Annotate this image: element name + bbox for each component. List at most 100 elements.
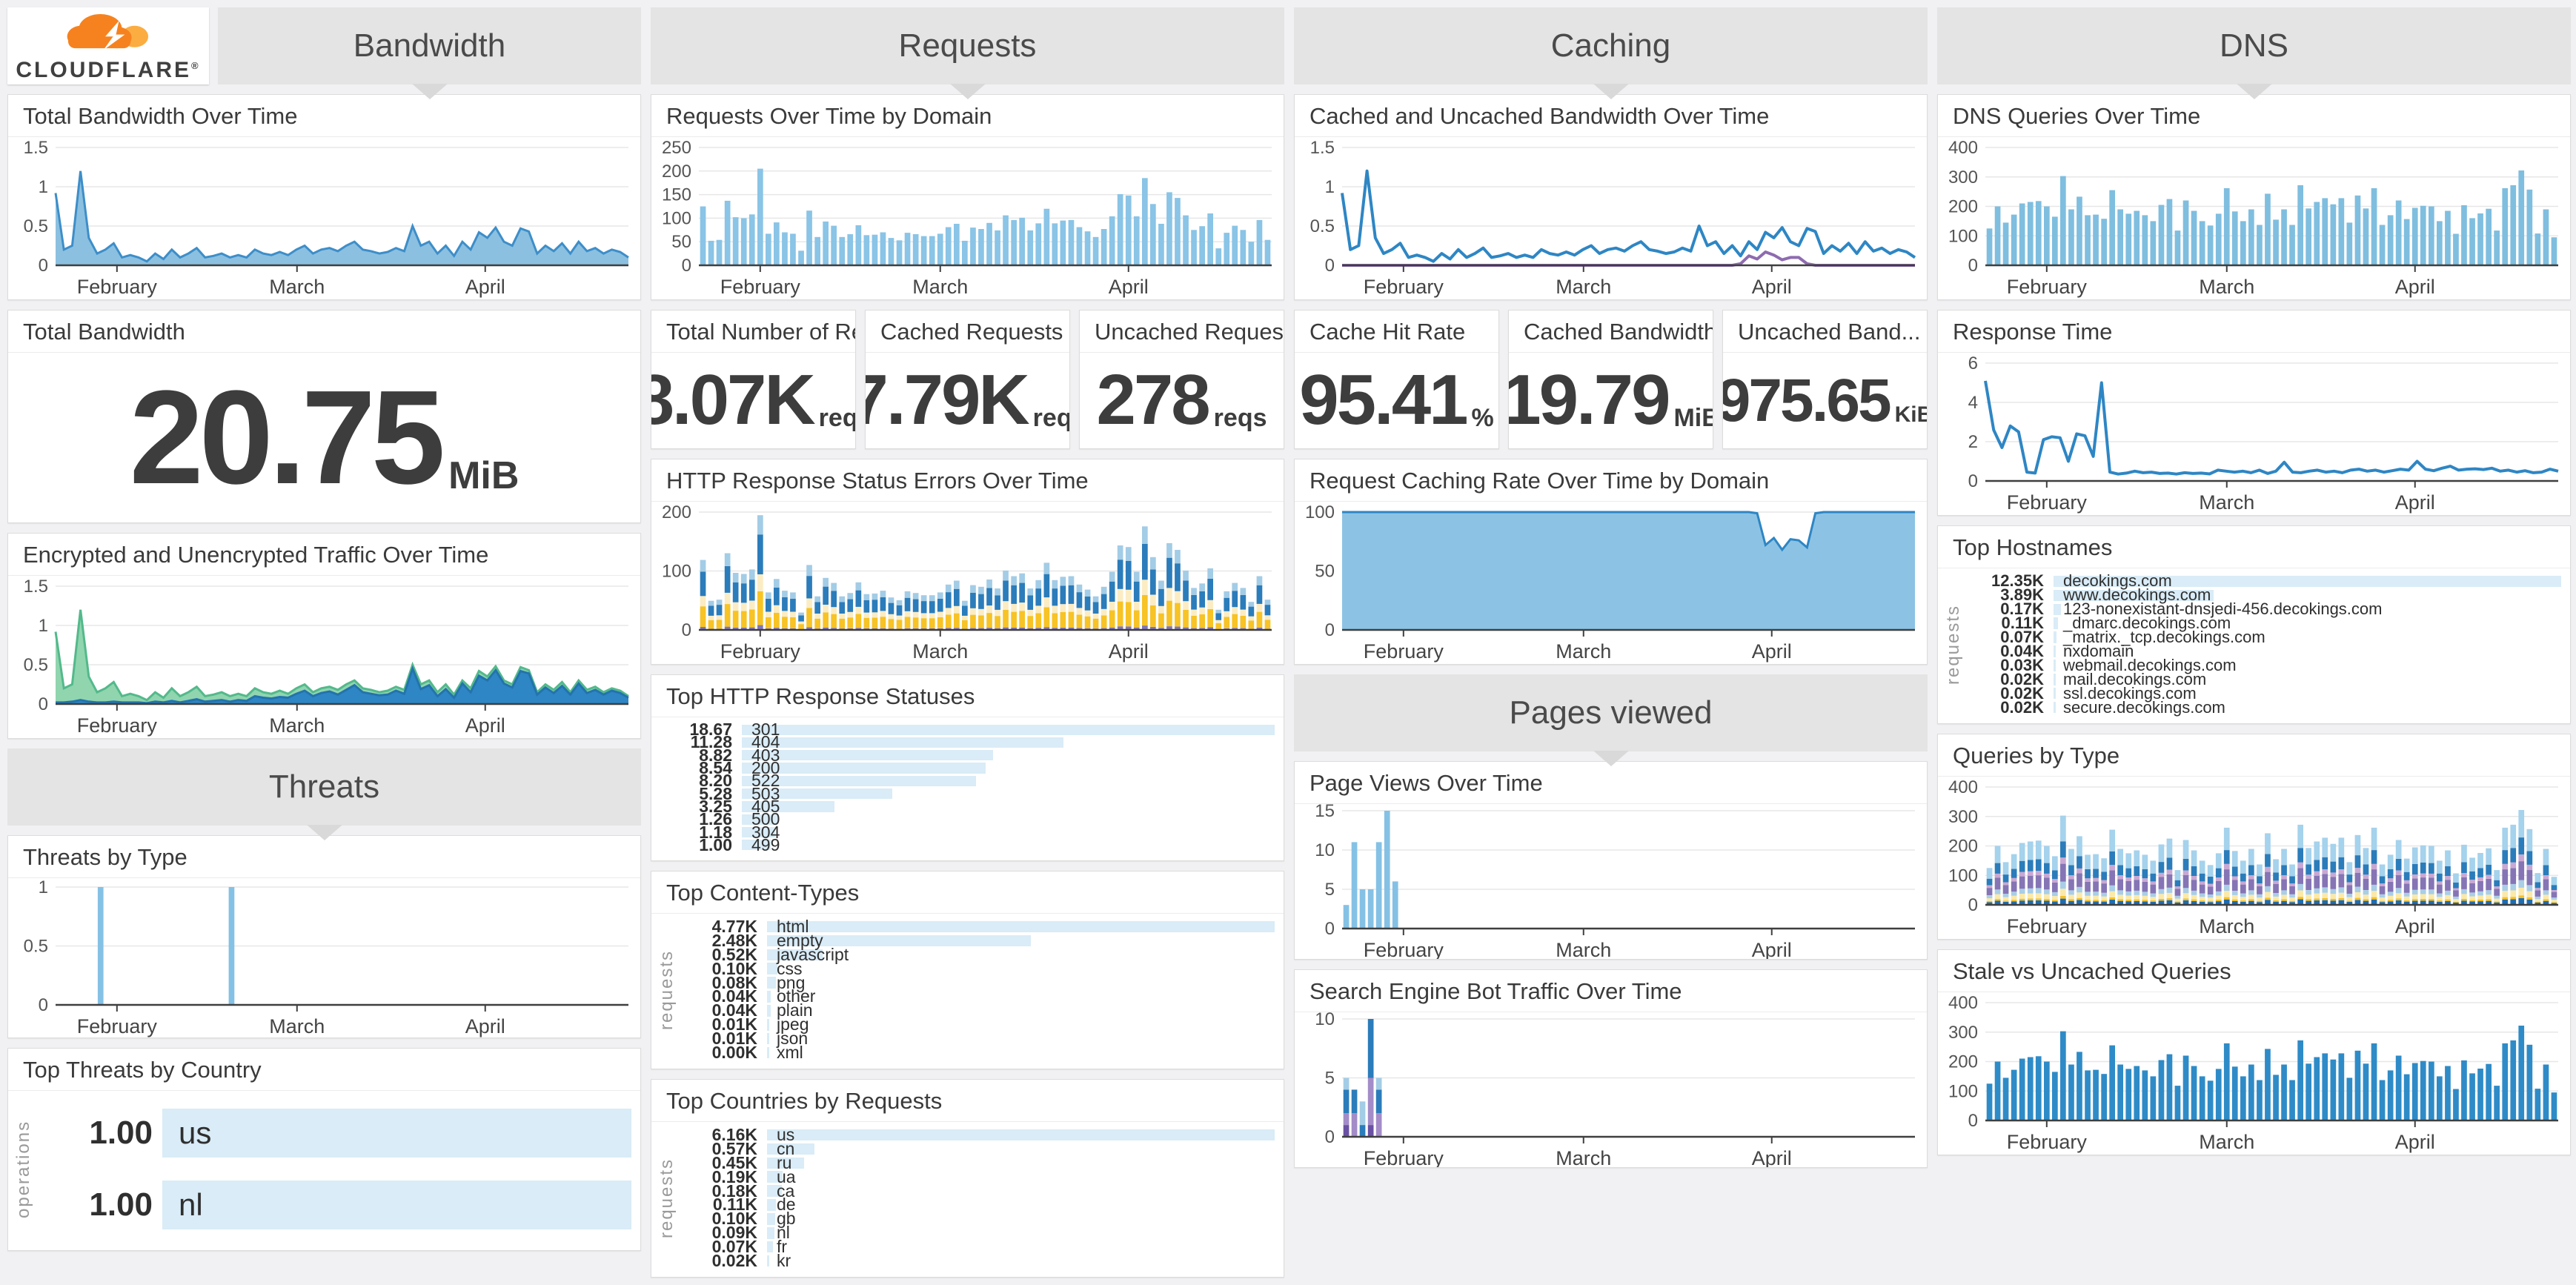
list-item[interactable]: 11.28 404 xyxy=(654,732,1275,751)
panel-title: Threats by Type xyxy=(8,836,640,878)
chart-requests-over-time[interactable]: 0 50 100 150 200 250 February March April xyxy=(651,137,1284,299)
list-item[interactable]: 0.52K javascript xyxy=(680,945,1275,964)
list-item-label: nl xyxy=(179,1187,203,1223)
list-item[interactable]: 0.01K jpeg xyxy=(680,1015,1275,1034)
column-caching: Caching Cached and Uncached Bandwidth Ov… xyxy=(1294,7,1928,1278)
list-item[interactable]: 0.03K webmail.decokings.com xyxy=(1966,656,2561,674)
list-item-label: html xyxy=(777,916,809,936)
section-header-dns: DNS xyxy=(1937,7,2571,99)
chart-dns-queries[interactable]: 0 100 200 300 400 February March April xyxy=(1938,137,2570,299)
panel-cached-uncached-bandwidth: Cached and Uncached Bandwidth Over Time … xyxy=(1294,94,1928,300)
list-item[interactable]: 8.54 200 xyxy=(654,758,1275,777)
chart-response-time[interactable]: 0 2 4 6 February March April xyxy=(1938,353,2570,515)
list-item[interactable]: 0.01K json xyxy=(680,1029,1275,1049)
list-item-bar xyxy=(742,801,835,812)
list-item[interactable]: 0.02K mail.decokings.com xyxy=(1966,670,2561,688)
list-item[interactable]: 0.11K de xyxy=(680,1195,1275,1214)
list-item[interactable]: 0.02K kr xyxy=(680,1251,1275,1271)
svg-text:1: 1 xyxy=(39,877,48,897)
column-requests: Requests Requests Over Time by Domain 0 5… xyxy=(651,7,1284,1278)
panel-title: Top Content-Types xyxy=(651,871,1284,914)
panel-title: Top Countries by Requests xyxy=(651,1080,1284,1122)
list-item[interactable]: 5.28 503 xyxy=(654,784,1275,803)
list-item-value: 0.01K xyxy=(711,1029,757,1049)
list-item[interactable]: 0.07K fr xyxy=(680,1237,1275,1256)
list-item-value: 0.04K xyxy=(711,986,757,1006)
list-item-value: 1.00 xyxy=(89,1114,153,1151)
panel-top-http-statuses: Top HTTP Response Statuses 18.67 301 11.28… xyxy=(651,674,1284,861)
list-item-value: 0.02K xyxy=(711,1251,757,1271)
chart-stale-uncached-queries[interactable]: 0 100 200 300 400 February March April xyxy=(1938,992,2570,1155)
list-item[interactable]: 1.00 nl xyxy=(36,1169,631,1242)
list-item-bar xyxy=(767,920,1275,933)
chart-request-caching-rate[interactable]: 0 50 100 February March April xyxy=(1295,502,1927,664)
section-header-bandwidth: Bandwidth xyxy=(218,7,641,99)
list-item[interactable]: 3.89K www.decokings.com xyxy=(1966,585,2561,604)
list-item-label: css xyxy=(777,958,803,978)
list-item[interactable]: 0.04K plain xyxy=(680,1000,1275,1020)
svg-text:0.5: 0.5 xyxy=(1310,216,1335,236)
cloudflare-logo[interactable]: CLOUDFLARE® xyxy=(7,7,209,84)
chart-queries-by-type[interactable]: 0 100 200 300 400 February March April xyxy=(1938,777,2570,939)
svg-text:April: April xyxy=(1752,640,1792,663)
svg-text:0: 0 xyxy=(1968,471,1978,491)
list-item[interactable]: 6.16K us xyxy=(680,1125,1275,1144)
list-item-bar-area: nl xyxy=(767,1223,1275,1242)
list-item[interactable]: 12.35K decokings.com xyxy=(1966,571,2561,590)
list-item[interactable]: 0.04K other xyxy=(680,986,1275,1006)
list-item[interactable]: 0.09K nl xyxy=(680,1223,1275,1242)
list-item[interactable]: 0.07K _matrix._tcp.decokings.com xyxy=(1966,628,2561,646)
list-item[interactable]: 0.19K ua xyxy=(680,1167,1275,1186)
list-item-value: 1.00 xyxy=(699,834,732,854)
list-item[interactable]: 18.67 301 xyxy=(654,720,1275,739)
section-pointer xyxy=(1593,84,1629,99)
list-item-bar-area: kr xyxy=(767,1251,1275,1270)
list-item[interactable]: 0.57K cn xyxy=(680,1139,1275,1158)
chart-cached-uncached-bandwidth[interactable]: 0 0.5 1 1.5 February March April xyxy=(1295,137,1927,299)
list-item[interactable]: 0.02K ssl.decokings.com xyxy=(1966,684,2561,703)
chart-page-views[interactable]: 0 5 10 15 February March April xyxy=(1295,801,1927,959)
chart-search-bot-traffic[interactable]: 0 5 10 February March April xyxy=(1295,1009,1927,1168)
list-item[interactable]: 0.08K png xyxy=(680,973,1275,992)
svg-text:March: March xyxy=(1556,1147,1611,1168)
list-item-bar-area: us xyxy=(767,1125,1275,1144)
list-item[interactable]: 1.18 304 xyxy=(654,823,1275,842)
list-item[interactable]: 0.02K secure.decokings.com xyxy=(1966,698,2561,717)
list-item[interactable]: 1.26 500 xyxy=(654,809,1275,829)
list-item[interactable]: 1.00 us xyxy=(36,1097,631,1169)
list-item[interactable]: 0.10K gb xyxy=(680,1209,1275,1228)
chart-http-errors[interactable]: 0 100 200 February March April xyxy=(651,502,1284,664)
list-item[interactable]: 0.04K nxdomain xyxy=(1966,642,2561,660)
svg-text:200: 200 xyxy=(662,502,691,522)
chart-total-bandwidth-over-time[interactable]: 0 0.5 1 1.5 February March April xyxy=(8,137,640,299)
list-item[interactable]: 0.45K ru xyxy=(680,1153,1275,1172)
svg-text:April: April xyxy=(1109,276,1149,298)
list-item-bar xyxy=(2054,687,2057,700)
panel-cache-hit-rate: Cache Hit Rate 95.41 % xyxy=(1294,310,1499,449)
list-item[interactable]: 0.11K _dmarc.decokings.com xyxy=(1966,614,2561,632)
list-item[interactable]: 0.18K ca xyxy=(680,1181,1275,1201)
list-item[interactable]: 0.10K css xyxy=(680,958,1275,978)
list-item[interactable]: 8.20 522 xyxy=(654,771,1275,790)
chart-threats-by-type[interactable]: 0 0.5 1 February March April xyxy=(8,877,640,1037)
list-item-bar xyxy=(162,1181,631,1230)
svg-text:100: 100 xyxy=(1948,1081,1978,1101)
list-item-bar-area: 301 xyxy=(742,720,1275,739)
list-item[interactable]: 1.00 499 xyxy=(654,835,1275,854)
list-item[interactable]: 0.00K xml xyxy=(680,1043,1275,1062)
list-item[interactable]: 2.48K empty xyxy=(680,931,1275,950)
chart-encrypted-unencrypted-traffic[interactable]: 0 0.5 1 1.5 February March April xyxy=(8,576,640,738)
svg-text:0: 0 xyxy=(1325,919,1335,939)
panel-title: Top Threats by Country xyxy=(8,1049,640,1091)
panel-top-content-types: Top Content-Types requests 4.77K html 2.48… xyxy=(651,871,1284,1069)
svg-text:50: 50 xyxy=(671,232,691,252)
list-item[interactable]: 0.17K 123-nonexistant-dnsjedi-456.decokin… xyxy=(1966,600,2561,618)
list-item[interactable]: 4.77K html xyxy=(680,916,1275,936)
list-item[interactable]: 8.82 403 xyxy=(654,746,1275,765)
section-header-threats: Threats xyxy=(7,748,641,840)
stat-value: 20.75 xyxy=(129,362,445,512)
svg-text:February: February xyxy=(2007,915,2088,937)
stat-unit: MiB xyxy=(448,454,519,497)
list-item-bar xyxy=(2054,617,2059,629)
list-item[interactable]: 3.25 405 xyxy=(654,797,1275,816)
